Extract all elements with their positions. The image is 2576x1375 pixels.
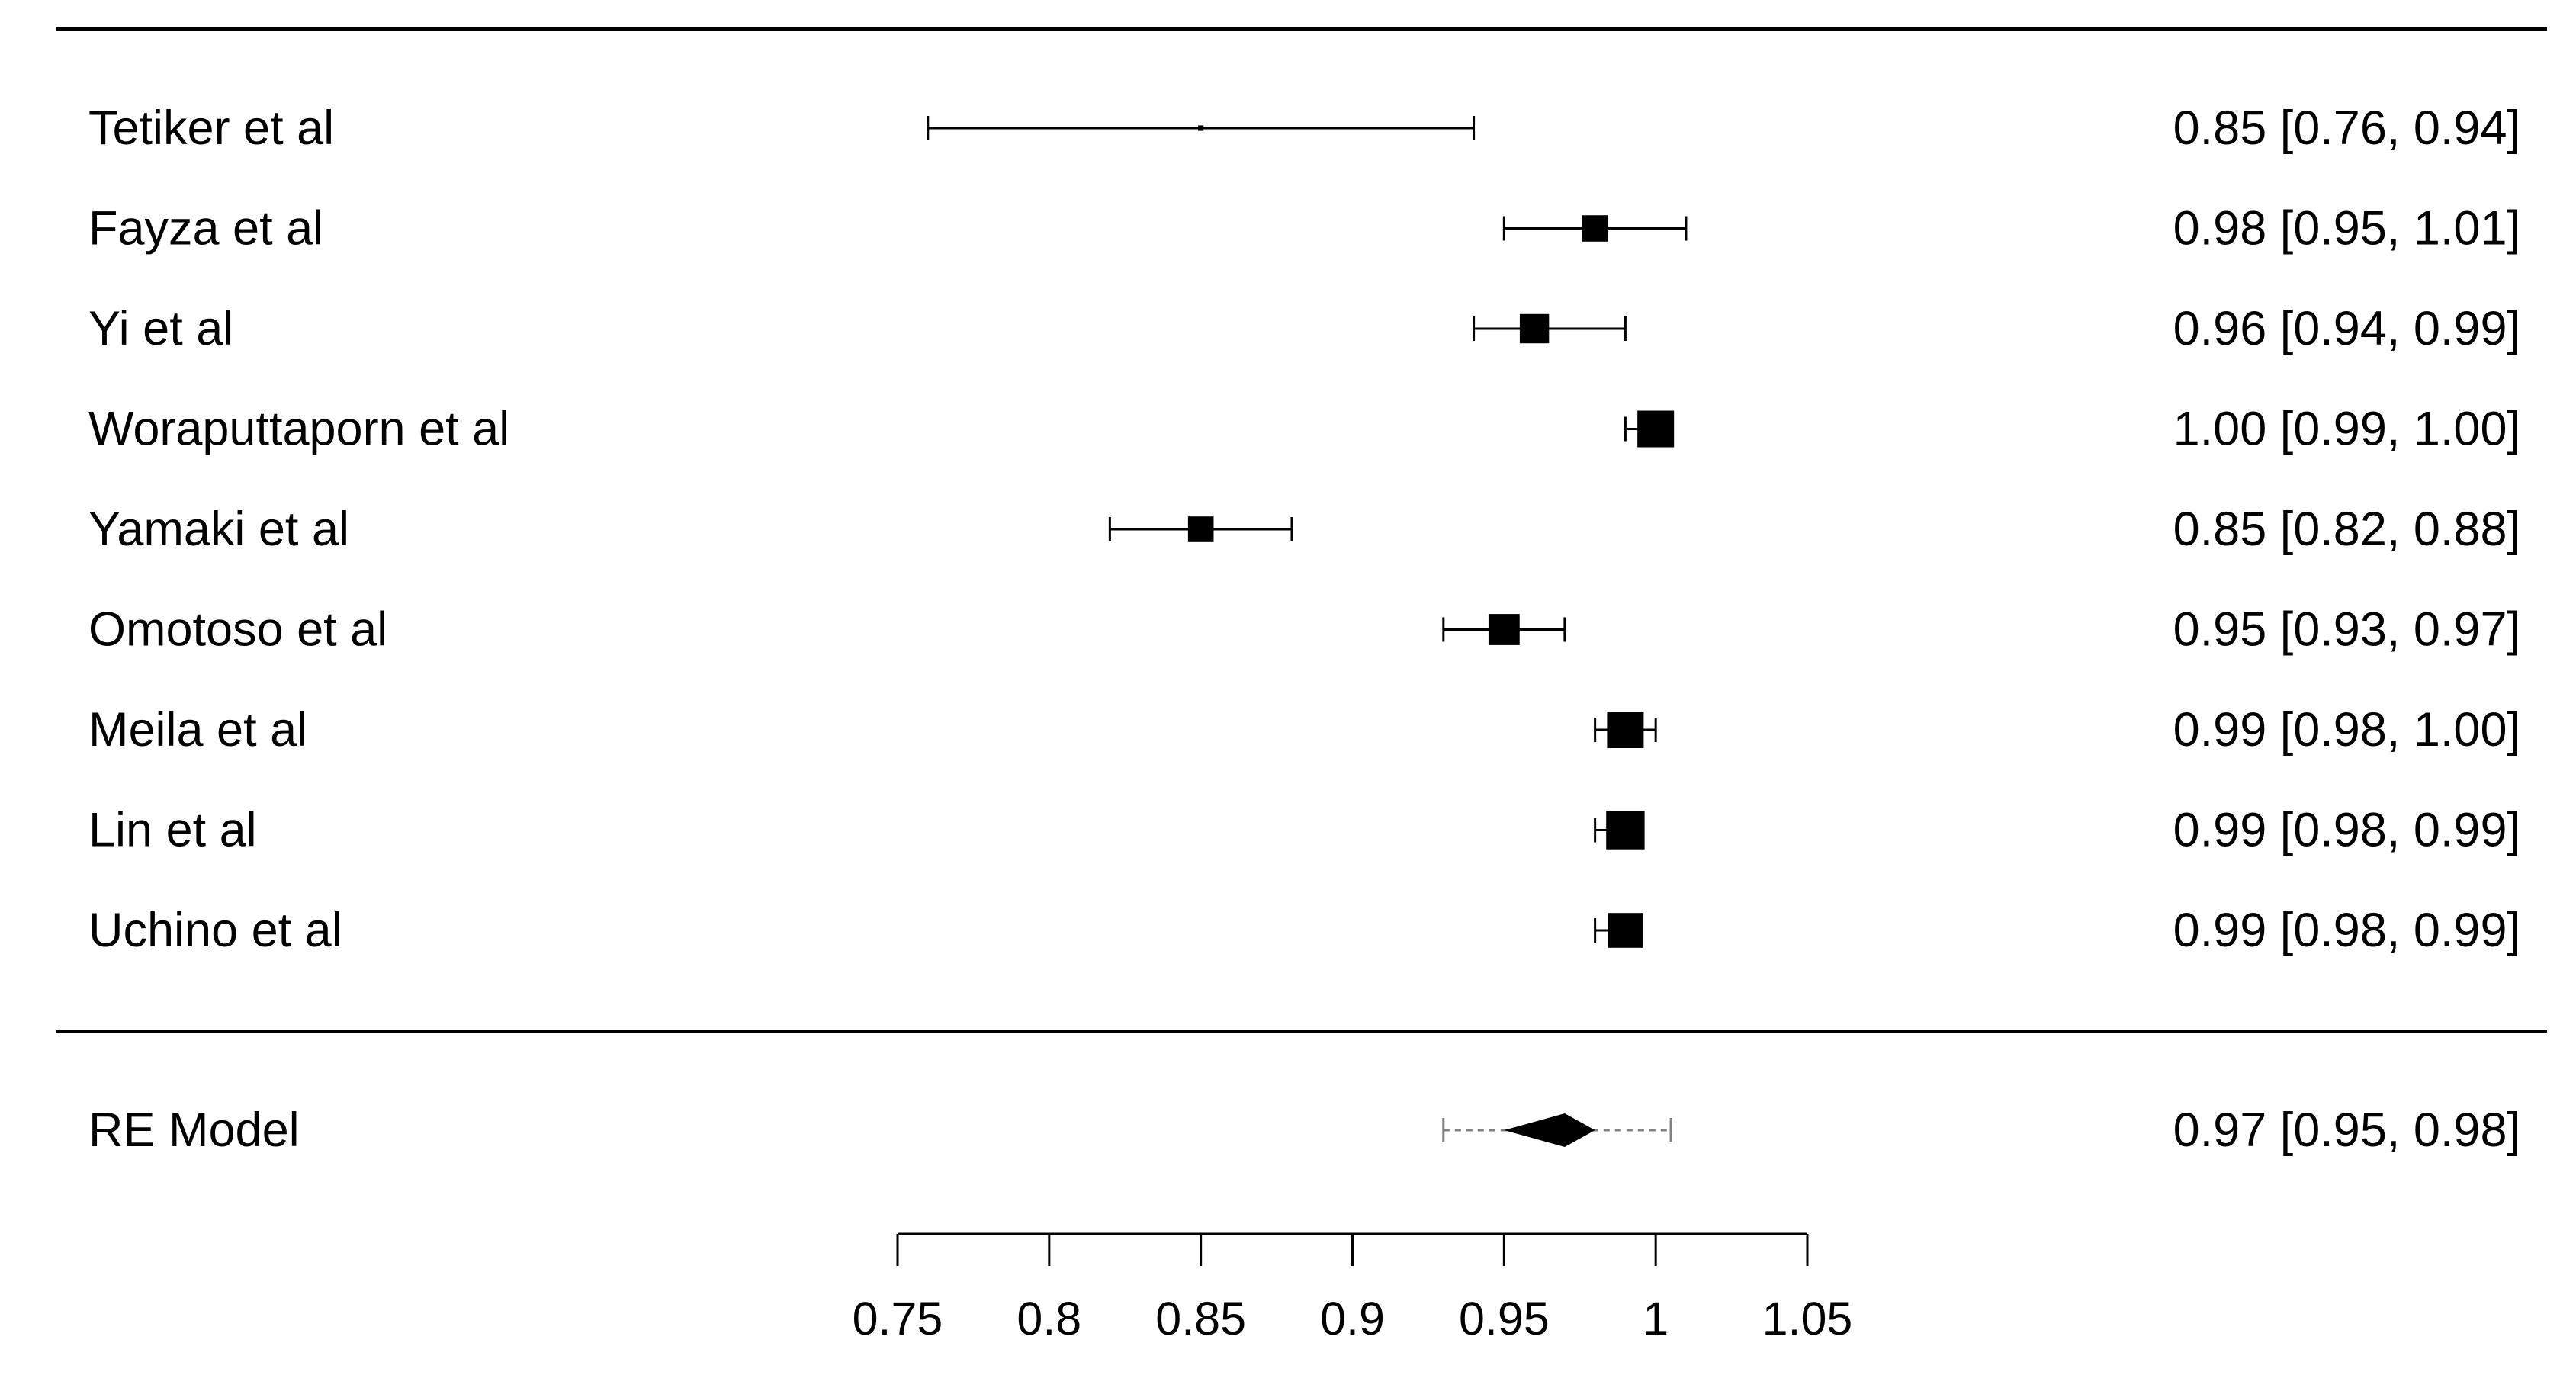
study-label: Uchino et al bbox=[88, 904, 342, 957]
summary-row: RE Model 0.97 [0.95, 0.98] bbox=[88, 1104, 2520, 1157]
study-row: Lin et al 0.99 [0.98, 0.99] bbox=[88, 804, 2520, 857]
summary-estimate-text: 0.97 [0.95, 0.98] bbox=[2173, 1104, 2520, 1157]
point-estimate-box bbox=[1637, 410, 1675, 448]
estimate-ci-text: 0.85 [0.76, 0.94] bbox=[2173, 101, 2520, 155]
x-tick-label: 0.9 bbox=[1320, 1293, 1385, 1344]
estimate-ci-text: 0.99 [0.98, 0.99] bbox=[2173, 804, 2520, 857]
x-tick-label: 0.95 bbox=[1459, 1293, 1550, 1344]
x-tick-label: 0.75 bbox=[853, 1293, 943, 1344]
point-estimate-box bbox=[1606, 811, 1645, 850]
study-label: Meila et al bbox=[88, 703, 307, 757]
study-label: Tetiker et al bbox=[88, 101, 334, 155]
summary-diamond bbox=[1504, 1113, 1595, 1147]
estimate-ci-text: 1.00 [0.99, 1.00] bbox=[2173, 403, 2520, 456]
point-estimate-box bbox=[1488, 614, 1520, 645]
study-label: Omotoso et al bbox=[88, 603, 387, 657]
estimate-ci-text: 0.95 [0.93, 0.97] bbox=[2173, 603, 2520, 657]
x-tick-label: 1 bbox=[1643, 1293, 1669, 1344]
study-row: Tetiker et al 0.85 [0.76, 0.94] bbox=[88, 101, 2520, 155]
x-tick-label: 1.05 bbox=[1762, 1293, 1853, 1344]
study-row: Woraputtaporn et al 1.00 [0.99, 1.00] bbox=[88, 403, 2520, 456]
point-estimate-box bbox=[1607, 712, 1644, 748]
x-axis: 0.75 0.8 0.85 0.9 0.95 1 1.05 bbox=[853, 1232, 1853, 1344]
summary-label: RE Model bbox=[88, 1104, 300, 1157]
x-tick-label: 0.8 bbox=[1017, 1293, 1081, 1344]
study-label: Fayza et al bbox=[88, 202, 323, 255]
study-row: Yi et al 0.96 [0.94, 0.99] bbox=[88, 302, 2520, 355]
estimate-ci-text: 0.99 [0.98, 0.99] bbox=[2173, 904, 2520, 957]
study-label: Yamaki et al bbox=[88, 503, 349, 556]
estimate-ci-text: 0.99 [0.98, 1.00] bbox=[2173, 703, 2520, 757]
study-row: Fayza et al 0.98 [0.95, 1.01] bbox=[88, 202, 2520, 255]
study-row: Omotoso et al 0.95 [0.93, 0.97] bbox=[88, 603, 2520, 657]
estimate-ci-text: 0.85 [0.82, 0.88] bbox=[2173, 503, 2520, 556]
study-row: Yamaki et al 0.85 [0.82, 0.88] bbox=[88, 503, 2520, 556]
estimate-ci-text: 0.96 [0.94, 0.99] bbox=[2173, 302, 2520, 355]
point-estimate-box bbox=[1608, 913, 1643, 948]
study-row: Meila et al 0.99 [0.98, 1.00] bbox=[88, 703, 2520, 757]
point-estimate-box bbox=[1187, 516, 1214, 542]
estimate-ci-text: 0.98 [0.95, 1.01] bbox=[2173, 202, 2520, 255]
study-label: Lin et al bbox=[88, 804, 257, 857]
study-label: Woraputtaporn et al bbox=[88, 403, 509, 456]
point-estimate-box bbox=[1198, 125, 1204, 131]
point-estimate-box bbox=[1582, 215, 1608, 242]
study-row: Uchino et al 0.99 [0.98, 0.99] bbox=[88, 904, 2520, 957]
study-rows: Tetiker et al 0.85 [0.76, 0.94] Fayza et a… bbox=[88, 101, 2520, 957]
point-estimate-box bbox=[1519, 313, 1550, 344]
x-tick-label: 0.85 bbox=[1155, 1293, 1246, 1344]
study-label: Yi et al bbox=[88, 302, 233, 355]
